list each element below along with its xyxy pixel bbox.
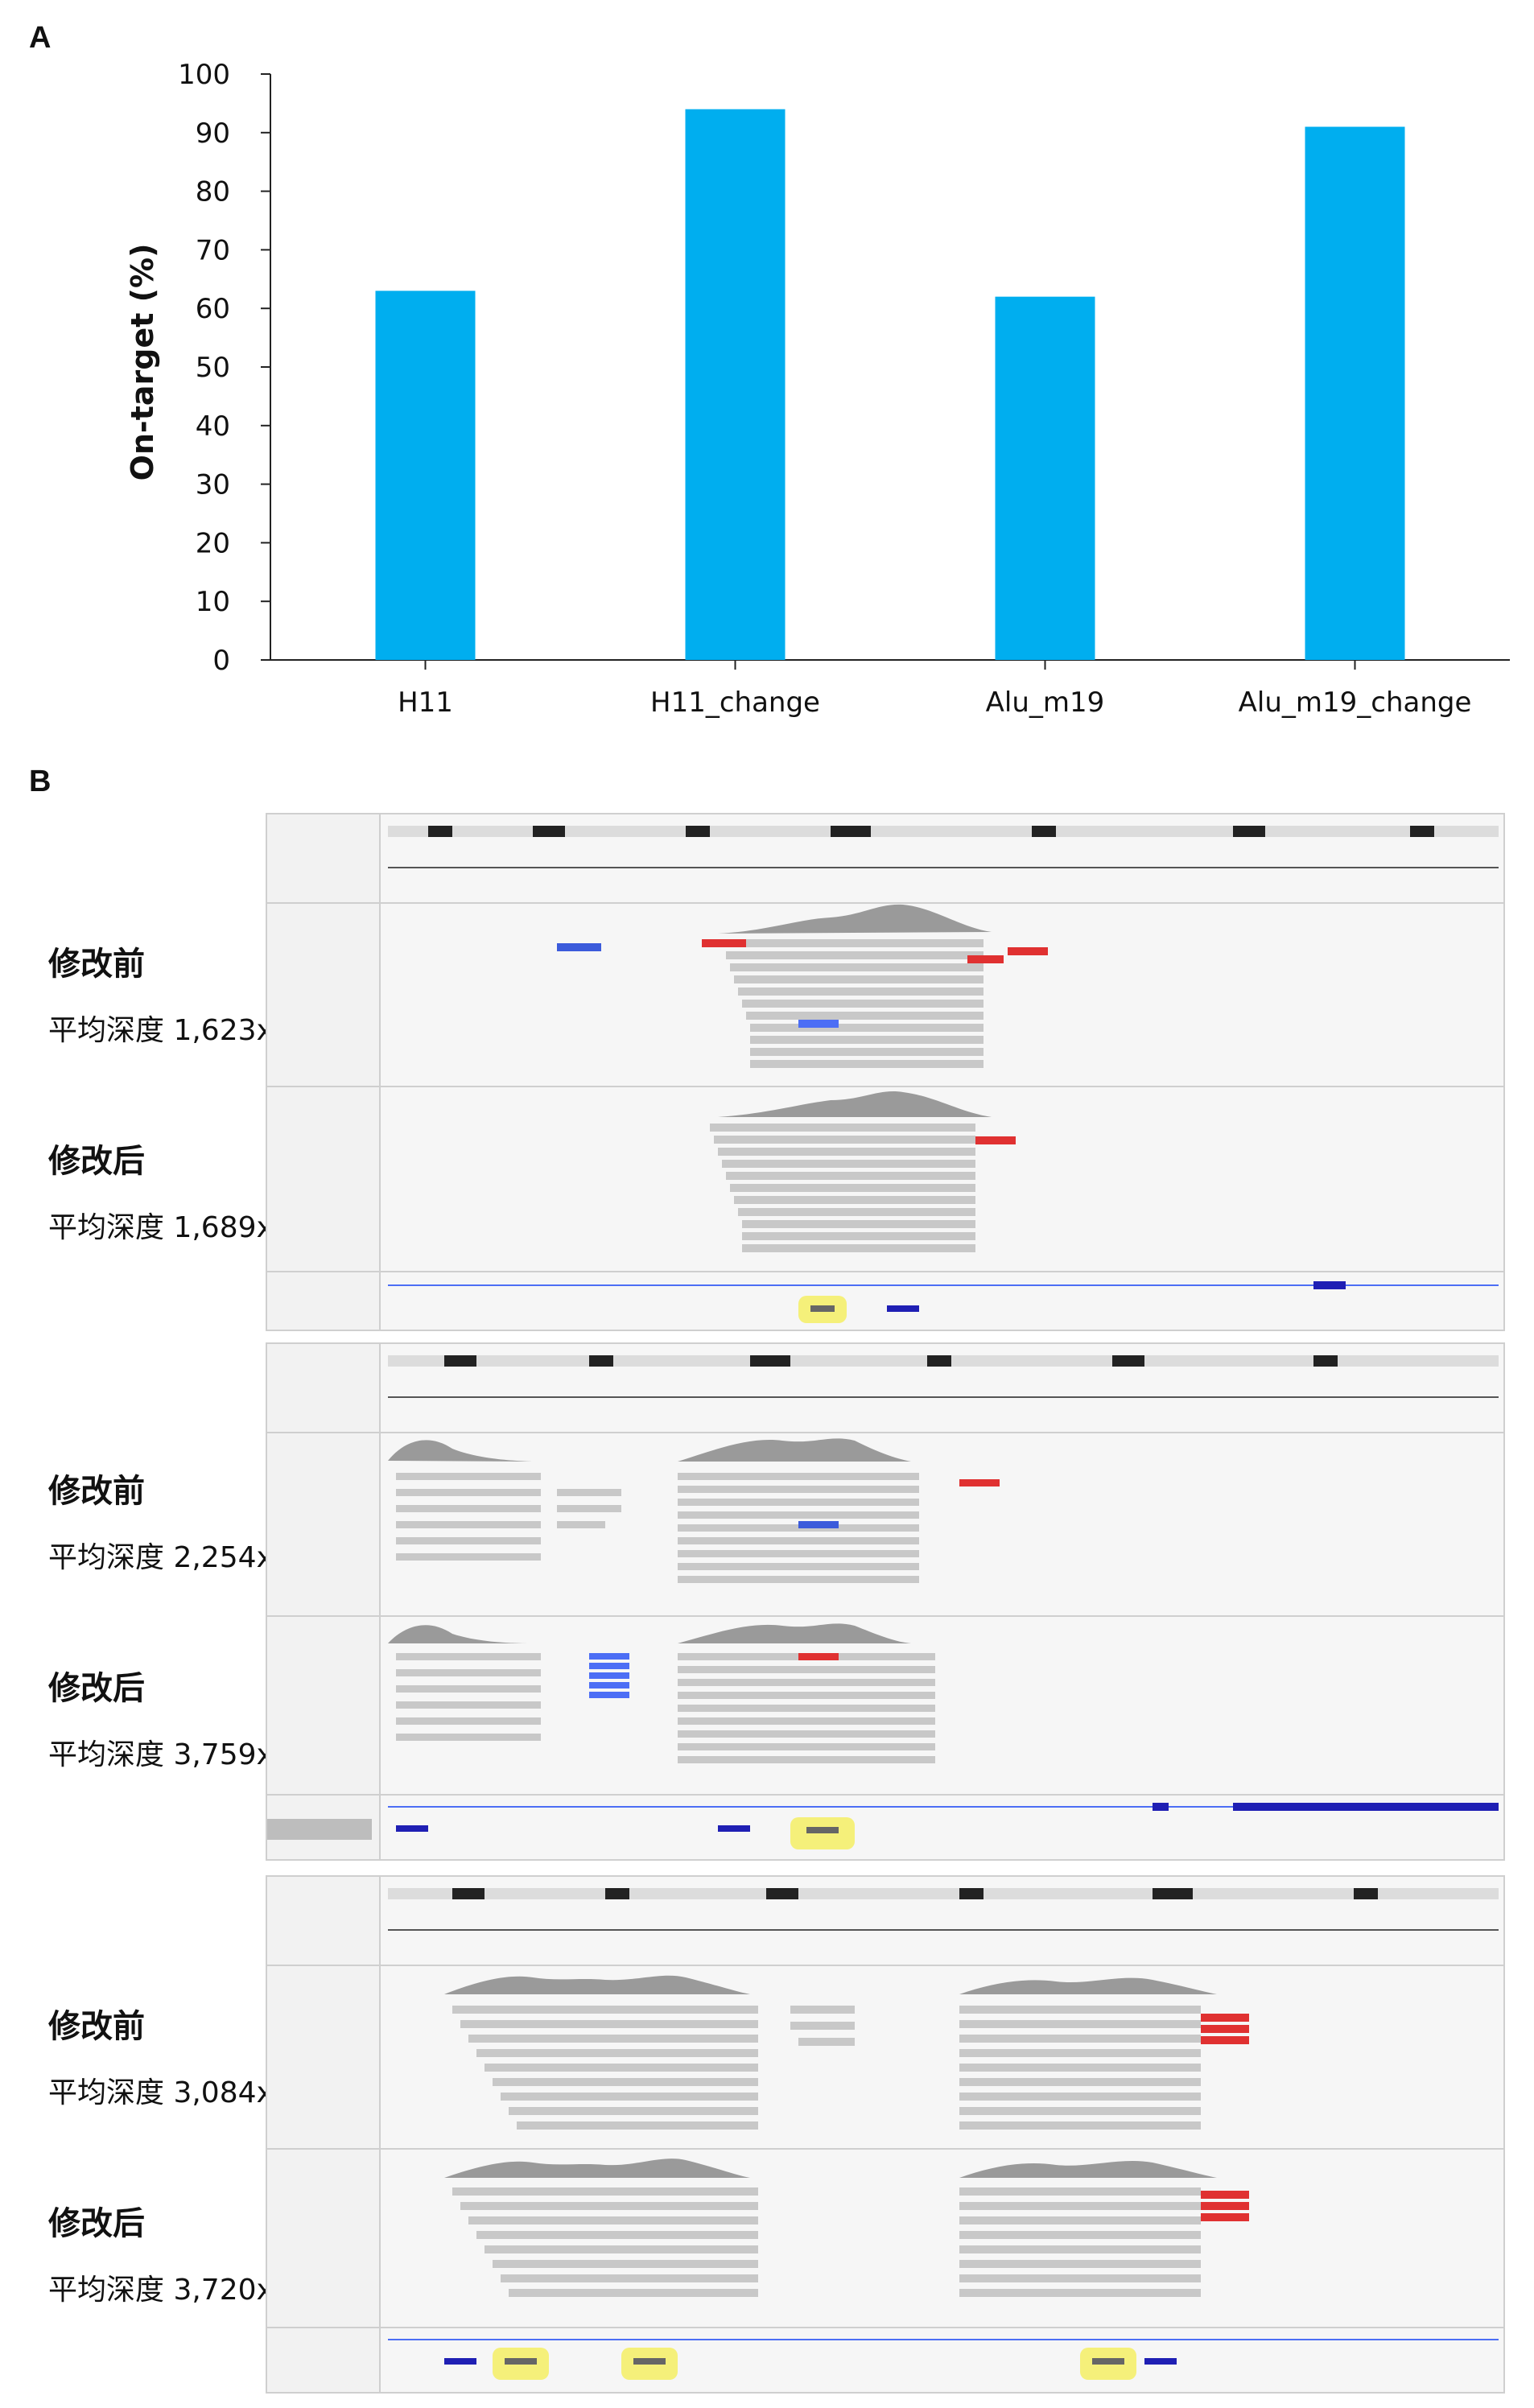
block2-before-labels: 修改前 平均深度 2,254x — [48, 1465, 274, 1576]
y-tick-label: 90 — [196, 118, 230, 150]
y-tick-label: 80 — [196, 176, 230, 208]
before-depth: 平均深度 3,084x — [48, 2076, 274, 2109]
bar-H11 — [375, 291, 476, 660]
bar-Alu_m19_change — [1305, 126, 1405, 660]
after-depth: 平均深度 1,689x — [48, 1211, 274, 1244]
x-axis: H11 H11_change Alu_m19 Alu_m19_change — [270, 659, 1510, 719]
panel-a-letter: A — [29, 21, 52, 55]
bars — [375, 109, 1405, 660]
x-tick-label: H11_change — [650, 687, 820, 719]
y-axis-label: On-target (%) — [125, 244, 160, 481]
before-label: 修改前 — [48, 2008, 145, 2045]
after-label: 修改后 — [48, 2205, 145, 2242]
panel-b-letter: B — [29, 765, 52, 798]
y-tick-label: 60 — [196, 293, 230, 325]
y-tick-label: 30 — [196, 469, 230, 501]
block1-before-labels: 修改前 平均深度 1,623x — [48, 938, 274, 1049]
after-label: 修改后 — [48, 1670, 145, 1707]
before-depth: 平均深度 1,623x — [48, 1014, 274, 1047]
x-tick-label: Alu_m19 — [986, 687, 1105, 719]
bar-chart: 0 10 20 30 40 50 60 70 80 90 100 H11 H11_change Alu_… — [125, 59, 1510, 719]
x-tick-label: Alu_m19_change — [1239, 687, 1472, 719]
igv-screenshot-2 — [266, 1342, 1505, 1861]
block3-after-labels: 修改后 平均深度 3,720x — [48, 2197, 274, 2308]
before-label: 修改前 — [48, 946, 145, 983]
y-tick-label: 20 — [196, 527, 230, 559]
after-depth: 平均深度 3,759x — [48, 1738, 274, 1771]
y-tick-label: 10 — [196, 586, 230, 618]
y-tick-label: 0 — [212, 645, 230, 677]
after-depth: 平均深度 3,720x — [48, 2274, 274, 2307]
before-depth: 平均深度 2,254x — [48, 1541, 274, 1574]
block2-after-labels: 修改后 平均深度 3,759x — [48, 1662, 274, 1773]
before-label: 修改前 — [48, 1473, 145, 1510]
block1-after-labels: 修改后 平均深度 1,689x — [48, 1135, 274, 1246]
block3-before-labels: 修改前 平均深度 3,084x — [48, 2000, 274, 2111]
y-tick-label: 100 — [178, 59, 230, 91]
igv-screenshot-1 — [266, 813, 1505, 1331]
y-tick-label: 50 — [196, 352, 230, 384]
y-axis: 0 10 20 30 40 50 60 70 80 90 100 — [178, 59, 271, 677]
after-label: 修改后 — [48, 1143, 145, 1180]
igv-screenshot-3 — [266, 1875, 1505, 2394]
x-tick-label: H11 — [398, 687, 453, 719]
y-tick-label: 70 — [196, 234, 230, 266]
bar-H11_change — [685, 109, 786, 660]
bar-Alu_m19 — [995, 296, 1095, 660]
y-tick-label: 40 — [196, 410, 230, 443]
